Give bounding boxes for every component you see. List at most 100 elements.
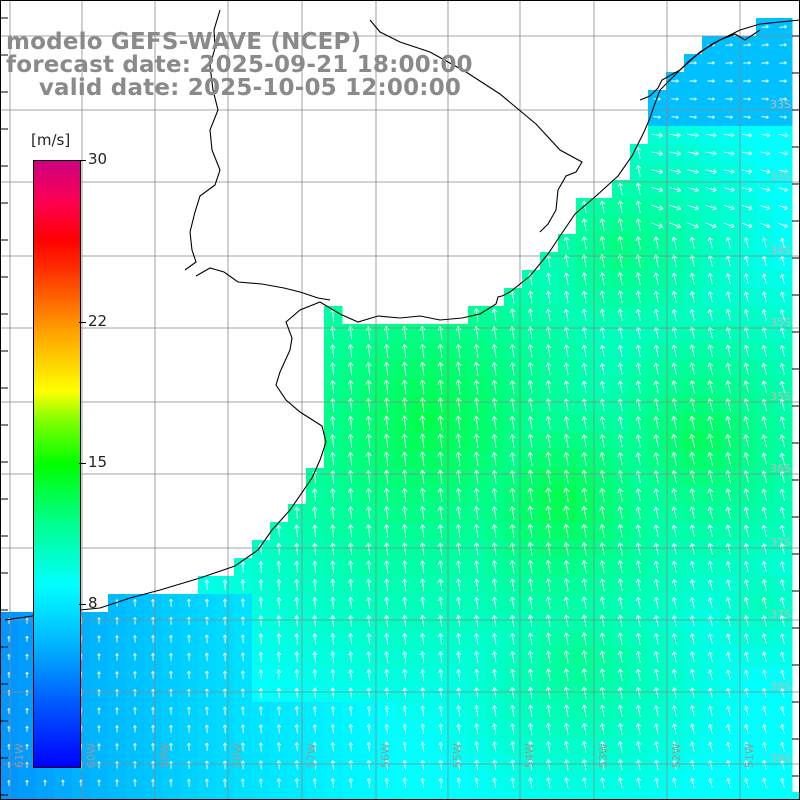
wind-arrow (617, 542, 624, 556)
wind-arrow (635, 380, 642, 394)
wind-arrow (527, 704, 534, 717)
wind-arrow (240, 598, 245, 608)
wind-arrow (635, 542, 642, 556)
wind-cell (648, 792, 667, 800)
wind-arrow (545, 362, 552, 376)
wind-arrow (760, 133, 771, 138)
wind-arrow (402, 614, 408, 627)
wind-arrow (509, 505, 516, 520)
wind-arrow (455, 506, 462, 520)
wind-arrow (187, 724, 191, 733)
wind-arrow (743, 362, 750, 376)
wind-arrow (563, 632, 570, 646)
wind-arrow (133, 689, 137, 697)
wind-arrow (687, 169, 699, 175)
wind-cell (162, 792, 181, 800)
wind-arrow (635, 668, 642, 681)
wind-arrow (708, 705, 713, 717)
wind-arrow (509, 452, 516, 466)
wind-arrow (689, 115, 697, 119)
wind-arrow (366, 614, 372, 627)
wind-arrow (25, 779, 29, 786)
wind-arrow (187, 616, 191, 625)
wind-arrow (564, 759, 569, 771)
wind-cell (72, 792, 91, 800)
wind-arrow (725, 597, 731, 609)
wind-arrow (205, 706, 209, 716)
wind-arrow (617, 722, 623, 735)
wind-cell (252, 792, 271, 800)
wind-arrow (456, 741, 461, 753)
wind-arrow (384, 614, 390, 627)
wind-arrow (312, 615, 318, 627)
wind-arrow (455, 343, 462, 358)
wind-arrow (563, 722, 570, 735)
wind-arrow (564, 777, 569, 789)
wind-arrow (599, 200, 606, 214)
wind-arrow (635, 723, 641, 735)
wind-arrow (672, 777, 677, 789)
wind-cell (486, 792, 505, 800)
wind-arrow (420, 723, 425, 735)
wind-arrow (438, 723, 443, 735)
wind-arrow (654, 723, 659, 735)
wind-arrow (151, 707, 155, 715)
wind-arrow (402, 578, 408, 592)
wind-arrow (599, 487, 606, 502)
wind-arrow (348, 542, 354, 556)
wind-arrow (384, 651, 390, 663)
wind-arrow (330, 524, 336, 538)
wind-arrow (689, 415, 696, 430)
wind-arrow (582, 741, 588, 753)
wind-arrow (725, 488, 732, 502)
wind-arrow (741, 151, 753, 156)
wind-arrow (491, 433, 498, 448)
wind-arrow (599, 596, 606, 610)
wind-arrow (25, 653, 29, 660)
wind-arrow (419, 487, 426, 502)
wind-arrow (669, 186, 682, 193)
wind-arrow (187, 706, 191, 715)
wind-cell (0, 792, 19, 800)
wind-arrow (563, 650, 570, 664)
wind-arrow (581, 272, 588, 286)
wind-arrow (222, 598, 227, 608)
wind-arrow (545, 380, 552, 394)
wind-arrow (725, 542, 731, 555)
wind-arrow (707, 433, 714, 449)
wind-arrow (779, 561, 785, 573)
wind-arrow (653, 615, 659, 627)
wind-arrow (169, 724, 173, 733)
wind-arrow (563, 560, 570, 574)
wind-arrow (743, 43, 751, 47)
wind-arrow (725, 291, 731, 303)
latitude-label: 38S (770, 680, 791, 693)
wind-arrow (779, 597, 785, 609)
wind-arrow (384, 741, 389, 752)
wind-arrow (726, 759, 731, 770)
wind-arrow (653, 560, 660, 574)
wind-arrow (294, 597, 300, 609)
wind-cell (468, 792, 487, 800)
wind-arrow (401, 524, 408, 538)
wind-arrow (528, 759, 533, 771)
wind-arrow (366, 633, 372, 645)
wind-arrow (689, 506, 696, 520)
wind-arrow (491, 415, 498, 430)
wind-arrow (384, 596, 390, 609)
wind-arrow (330, 687, 336, 699)
wind-arrow (365, 542, 372, 556)
wind-arrow (205, 688, 209, 698)
wind-arrow (742, 133, 753, 138)
wind-arrow (762, 669, 767, 681)
wind-arrow (725, 344, 731, 358)
wind-arrow (599, 686, 606, 700)
wind-arrow (599, 523, 606, 538)
wind-arrow (492, 705, 498, 717)
wind-arrow (115, 743, 119, 751)
wind-arrow (205, 760, 209, 770)
wind-arrow (437, 343, 444, 358)
wind-arrow (617, 344, 624, 357)
wind-arrow (671, 669, 677, 681)
